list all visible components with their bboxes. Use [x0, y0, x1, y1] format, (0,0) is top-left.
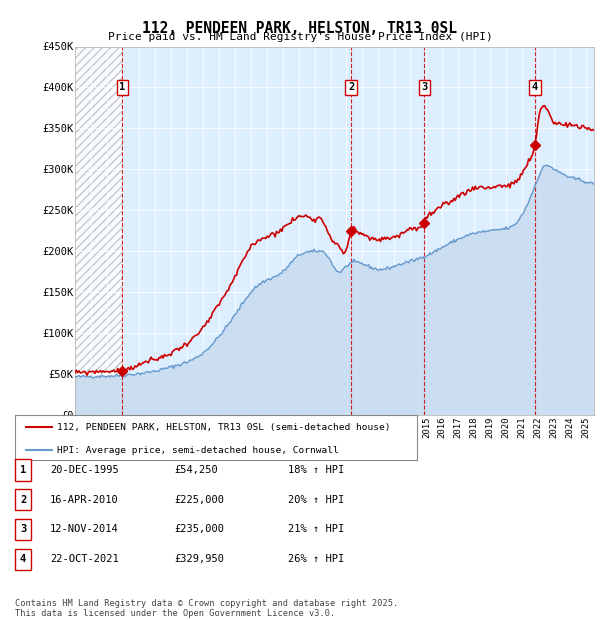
- Text: 16-APR-2010: 16-APR-2010: [50, 495, 119, 505]
- Text: 20% ↑ HPI: 20% ↑ HPI: [288, 495, 344, 505]
- Text: 4: 4: [532, 82, 538, 92]
- Text: £235,000: £235,000: [174, 525, 224, 534]
- Text: £225,000: £225,000: [174, 495, 224, 505]
- Text: 3: 3: [20, 525, 26, 534]
- Text: 1: 1: [119, 82, 125, 92]
- Text: 18% ↑ HPI: 18% ↑ HPI: [288, 465, 344, 475]
- Text: 12-NOV-2014: 12-NOV-2014: [50, 525, 119, 534]
- Text: £54,250: £54,250: [174, 465, 218, 475]
- Text: HPI: Average price, semi-detached house, Cornwall: HPI: Average price, semi-detached house,…: [57, 446, 339, 454]
- Text: 22-OCT-2021: 22-OCT-2021: [50, 554, 119, 564]
- Text: 21% ↑ HPI: 21% ↑ HPI: [288, 525, 344, 534]
- Text: £329,950: £329,950: [174, 554, 224, 564]
- Text: 2: 2: [348, 82, 354, 92]
- Text: 1: 1: [20, 465, 26, 475]
- Text: 4: 4: [20, 554, 26, 564]
- Text: 112, PENDEEN PARK, HELSTON, TR13 0SL: 112, PENDEEN PARK, HELSTON, TR13 0SL: [143, 21, 458, 36]
- Text: 112, PENDEEN PARK, HELSTON, TR13 0SL (semi-detached house): 112, PENDEEN PARK, HELSTON, TR13 0SL (se…: [57, 422, 391, 432]
- Text: 20-DEC-1995: 20-DEC-1995: [50, 465, 119, 475]
- Text: 3: 3: [421, 82, 427, 92]
- Text: 26% ↑ HPI: 26% ↑ HPI: [288, 554, 344, 564]
- Text: Contains HM Land Registry data © Crown copyright and database right 2025.
This d: Contains HM Land Registry data © Crown c…: [15, 599, 398, 618]
- Text: 2: 2: [20, 495, 26, 505]
- Text: Price paid vs. HM Land Registry's House Price Index (HPI): Price paid vs. HM Land Registry's House …: [107, 32, 493, 42]
